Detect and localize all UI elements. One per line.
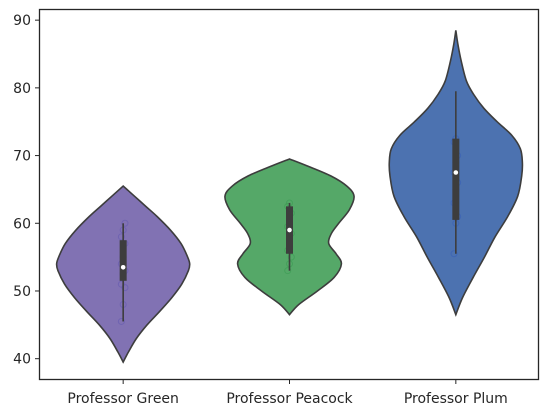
y-tick-label: 90: [13, 13, 31, 29]
data-point: [117, 280, 125, 288]
x-tick-label: Professor Peacock: [226, 391, 353, 407]
y-tick-label: 60: [13, 216, 31, 232]
y-tick-label: 50: [13, 284, 31, 300]
violin-group: [224, 158, 355, 316]
data-point: [287, 253, 295, 261]
violin-group: [55, 184, 191, 364]
x-tick-label: Professor Plum: [404, 391, 508, 407]
iqr-box: [119, 240, 127, 281]
median-marker: [453, 170, 459, 175]
data-point: [284, 267, 292, 275]
y-tick-label: 40: [13, 352, 31, 368]
data-point: [121, 219, 129, 227]
y-tick-label: 80: [13, 81, 31, 97]
data-point: [450, 250, 458, 258]
y-tick-label: 70: [13, 149, 31, 165]
iqr-box: [452, 138, 460, 220]
data-point: [117, 317, 125, 325]
violin-group: [388, 30, 524, 317]
x-tick-label: Professor Green: [67, 391, 179, 407]
median-marker: [287, 227, 292, 233]
x-axis: Professor Green Professor Peacock Professo…: [67, 379, 508, 407]
median-marker: [120, 264, 126, 270]
violins-layer: [55, 30, 524, 364]
data-point: [117, 233, 125, 241]
y-axis: 40 50 60 70 80 90: [13, 13, 40, 368]
